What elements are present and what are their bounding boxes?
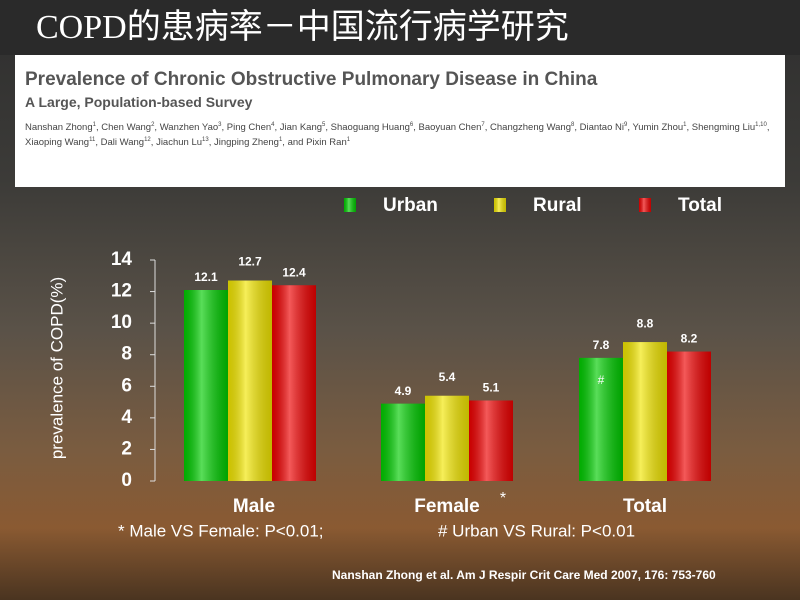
- author-name: Chen Wang: [101, 122, 152, 134]
- author-affiliation: 12: [144, 137, 151, 144]
- author-affiliation: 13: [202, 137, 209, 144]
- y-tick-label: 10: [111, 312, 132, 333]
- bar-shade: [381, 403, 425, 481]
- footnote: # Urban VS Rural: P<0.01: [438, 521, 635, 540]
- author-separator: ,: [154, 122, 160, 134]
- author-name: Dali Wang: [100, 137, 145, 149]
- x-tick-label: Male: [233, 496, 275, 517]
- value-label: 5.1: [483, 381, 500, 395]
- y-tick-label: 14: [111, 249, 133, 270]
- author-separator: ,: [95, 122, 102, 134]
- x-tick-label: Female: [414, 496, 479, 517]
- author-affiliation: 6: [409, 122, 414, 128]
- y-tick-label: 6: [121, 375, 132, 396]
- slide-title: COPD的患病率－中国流行病学研究: [0, 0, 800, 55]
- legend-label: Urban: [383, 195, 438, 216]
- author-affiliation: 5: [322, 122, 326, 128]
- author-name: Diantao Ni: [579, 122, 624, 134]
- value-label: 5.4: [439, 370, 456, 384]
- author-affiliation: 1: [278, 137, 283, 144]
- value-label: 12.1: [194, 270, 218, 284]
- author-name: Wanzhen Yao: [159, 122, 219, 134]
- author-affiliation: 1,10: [755, 122, 767, 128]
- author-affiliation: 7: [481, 122, 485, 128]
- author-affiliation: 11: [89, 137, 96, 144]
- paper-subtitle: A Large, Population-based Survey: [25, 94, 253, 110]
- author-separator: ,: [766, 122, 770, 134]
- author-separator: ,: [221, 122, 227, 134]
- bar-shade: [228, 280, 272, 481]
- author-name: Shaoguang Huang: [330, 122, 410, 134]
- author-name: Jingping Zheng: [213, 137, 279, 149]
- x-tick-label: Total: [623, 496, 667, 517]
- author-name: Pixin Ran: [306, 137, 347, 149]
- author-name: Yumin Zhou: [632, 122, 684, 134]
- y-tick-label: 8: [121, 344, 132, 365]
- paper-header: Prevalence of Chronic Obstructive Pulmon…: [15, 55, 785, 187]
- value-label: 12.7: [238, 255, 262, 269]
- author-affiliation: 1: [346, 137, 351, 144]
- author-affiliation: 4: [271, 122, 275, 128]
- value-label: 8.8: [637, 316, 654, 330]
- author-affiliation: 1: [683, 122, 687, 128]
- author-affiliation: 3: [218, 122, 222, 128]
- bar-shade: [184, 289, 228, 481]
- legend-label: Rural: [533, 195, 582, 216]
- y-tick-label: 0: [121, 470, 132, 491]
- author-name: Ping Chen: [226, 122, 272, 134]
- author-affiliation: 8: [571, 122, 575, 128]
- author-separator: ,: [274, 122, 280, 134]
- author-name: Jiachun Lu: [156, 137, 203, 149]
- author-affiliation: 9: [623, 122, 628, 128]
- annotation: *: [500, 490, 506, 507]
- bar-shade: [623, 342, 667, 481]
- bar-shade: [425, 395, 469, 481]
- paper-title: Prevalence of Chronic Obstructive Pulmon…: [25, 69, 598, 90]
- citation: Nanshan Zhong et al. Am J Respir Crit Ca…: [332, 568, 716, 582]
- author-name: Shengming Liu: [691, 122, 756, 134]
- author-separator: ,: [484, 122, 491, 134]
- bar-shade: [469, 400, 513, 481]
- author-name: Changzheng Wang: [490, 122, 571, 134]
- author-affiliation: 1: [92, 122, 96, 128]
- author-name: Xiaoping Wang: [25, 137, 90, 149]
- author-separator: ,: [325, 122, 331, 134]
- author-separator: ,: [208, 137, 214, 149]
- author-name: Jian Kang: [279, 122, 323, 134]
- y-tick-label: 12: [111, 281, 132, 302]
- author-name: Nanshan Zhong: [25, 122, 93, 134]
- author-separator: ,: [95, 137, 101, 149]
- y-axis-label: prevalence of COPD(%): [47, 277, 66, 459]
- legend-swatch-shade: [639, 198, 651, 212]
- author-name: Baoyuan Chen: [418, 122, 482, 134]
- y-tick-label: 4: [121, 407, 132, 428]
- author-separator: , and: [282, 137, 307, 149]
- y-tick-label: 2: [121, 438, 132, 459]
- bar-shade: [667, 351, 711, 481]
- legend-swatch-shade: [344, 198, 356, 212]
- bar-shade: [579, 357, 623, 481]
- bar-shade: [272, 285, 316, 481]
- author-separator: ,: [150, 137, 157, 149]
- annotation: #: [598, 373, 605, 387]
- author-separator: ,: [413, 122, 419, 134]
- value-label: 4.9: [395, 384, 412, 398]
- footnote: * Male VS Female: P<0.01;: [118, 521, 324, 540]
- author-separator: ,: [627, 122, 633, 134]
- value-label: 8.2: [681, 332, 698, 346]
- value-label: 12.4: [282, 265, 306, 279]
- author-affiliation: 2: [151, 122, 155, 128]
- legend-label: Total: [678, 195, 722, 216]
- legend-swatch-shade: [494, 198, 506, 212]
- author-separator: ,: [574, 122, 580, 134]
- author-separator: ,: [686, 122, 692, 134]
- paper-authors: Nanshan Zhong1, Chen Wang2, Wanzhen Yao3…: [25, 119, 785, 149]
- value-label: 7.8: [593, 338, 610, 352]
